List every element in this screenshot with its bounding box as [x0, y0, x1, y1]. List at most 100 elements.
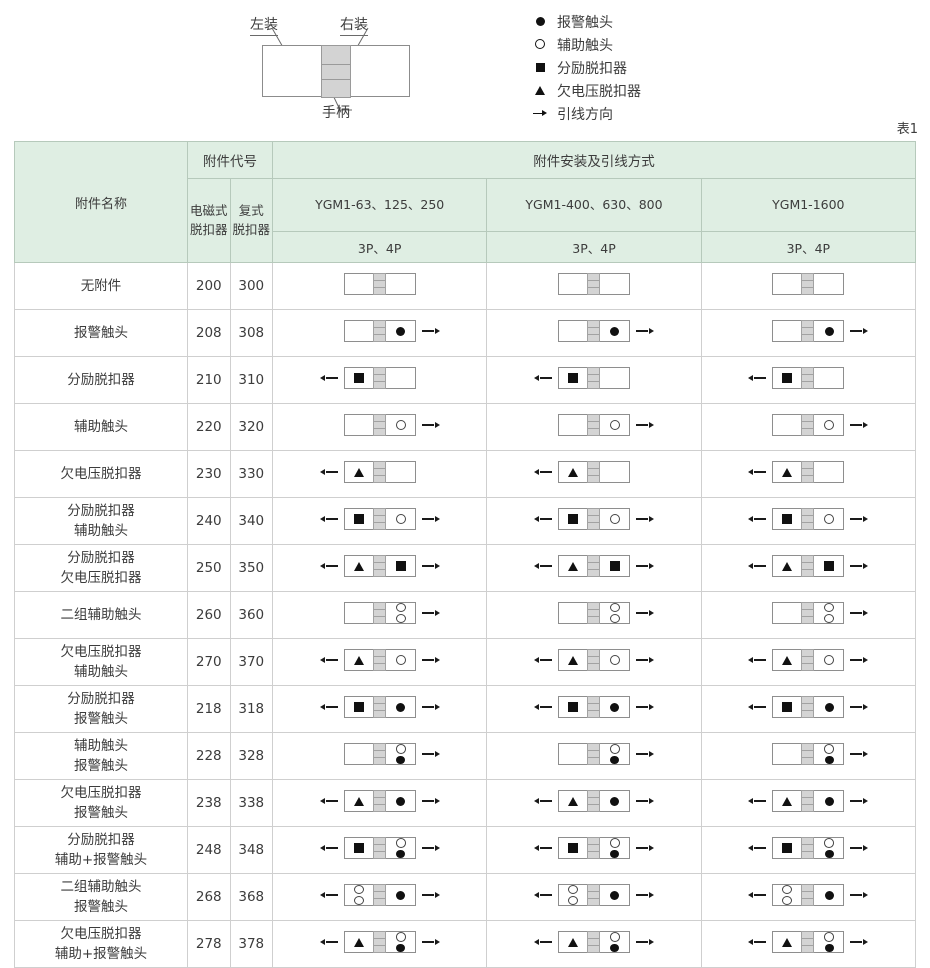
undervoltage-release-marker — [782, 467, 793, 477]
lead-arrow-right-icon — [850, 656, 869, 663]
undervoltage-release-marker — [353, 937, 364, 947]
breaker-body — [557, 696, 630, 718]
lead-arrow-right-icon — [635, 656, 654, 663]
undervoltage-release-marker — [782, 937, 793, 947]
handle-graphic — [372, 884, 386, 906]
auxiliary-contact-marker — [395, 932, 406, 942]
diagram-cell — [271, 497, 488, 545]
undervoltage-release-marker — [567, 655, 578, 665]
handle-graphic — [801, 790, 815, 812]
lead-arrow-right-icon — [421, 562, 440, 569]
legend-item: 欠电压脱扣器 — [530, 79, 641, 102]
header-model-2: YGM1-400、630、800 — [486, 178, 702, 232]
handle-graphic — [586, 367, 600, 389]
breaker-body — [772, 649, 845, 671]
auxiliary-contact-marker — [395, 603, 406, 612]
table-caption: 表1 — [896, 122, 918, 137]
lead-arrow-left-icon — [319, 703, 338, 710]
breaker-body — [772, 414, 845, 436]
compartment-left — [345, 462, 373, 482]
accessory-name-line: 报警触头 — [74, 711, 128, 727]
handle-graphic — [586, 508, 600, 530]
breaker-body — [557, 649, 630, 671]
arrow-icon — [530, 107, 550, 121]
compartment-left — [345, 650, 373, 670]
breaker-pictogram — [262, 45, 410, 98]
compartment-right — [815, 650, 843, 670]
breaker-body — [772, 555, 845, 577]
legend-item: 辅助触头 — [530, 33, 641, 56]
compartment-left — [773, 932, 801, 952]
breaker-body — [557, 414, 630, 436]
code-electromagnetic-cell: 210 — [187, 356, 231, 404]
diagram-cell — [700, 450, 917, 498]
lead-arrow-left-icon — [748, 938, 767, 945]
diagram-cell — [486, 309, 702, 357]
diagram-cell — [271, 779, 488, 827]
breaker-symbol — [746, 880, 870, 910]
compartment-left — [345, 885, 373, 905]
breaker-body — [772, 743, 845, 765]
handle-graphic — [372, 696, 386, 718]
compartment-right — [387, 415, 415, 435]
lead-arrow-left-icon — [533, 515, 552, 522]
shunt-release-marker — [782, 514, 793, 524]
header-accessory-name: 附件名称 — [14, 141, 188, 263]
handle-graphic — [801, 649, 815, 671]
compartment-right — [815, 885, 843, 905]
alarm-contact-marker — [610, 796, 620, 806]
compartment-left — [559, 556, 587, 576]
breaker-symbol — [318, 598, 442, 628]
auxiliary-contact-marker — [609, 655, 620, 665]
handle-graphic — [372, 602, 386, 624]
accessory-name-line: 辅助触头 — [74, 737, 128, 754]
compartment-left — [345, 744, 373, 764]
handle-graphic — [372, 837, 386, 859]
lead-arrow-right-icon — [421, 891, 440, 898]
breaker-body — [557, 320, 630, 342]
breaker-body — [772, 790, 845, 812]
diagram-cell — [486, 732, 702, 780]
header-poles-2: 3P、4P — [486, 231, 702, 263]
accessory-name-cell: 分励脱扣器 辅助触头 — [14, 497, 188, 545]
compartment-left — [773, 885, 801, 905]
diagram-cell — [271, 450, 488, 498]
breaker-body — [772, 367, 845, 389]
compartment-left — [345, 603, 373, 623]
handle-graphic — [372, 461, 386, 483]
code-electromagnetic-cell: 248 — [187, 826, 231, 874]
handle-graphic — [372, 367, 386, 389]
breaker-symbol — [532, 880, 656, 910]
breaker-body — [772, 602, 845, 624]
accessory-name-line: 报警触头 — [74, 758, 128, 774]
diagram-cell — [700, 685, 917, 733]
diagram-cell — [486, 591, 702, 639]
lead-arrow-left-icon — [533, 844, 552, 851]
alarm-contact-marker — [610, 849, 620, 858]
breaker-symbol — [532, 645, 656, 675]
auxiliary-contact-marker — [609, 420, 620, 430]
diagram-cell — [700, 591, 917, 639]
handle-graphic — [801, 414, 815, 436]
accessory-name-cell: 二组辅助触头 — [14, 591, 188, 639]
compartment-left — [345, 697, 373, 717]
diagram-cell — [271, 873, 488, 921]
compartment-right — [815, 368, 843, 388]
header-model-3: YGM1-1600 — [700, 178, 917, 232]
diagram-cell — [271, 403, 488, 451]
alarm-contact-marker — [824, 702, 834, 712]
auxiliary-contact-marker — [609, 614, 620, 623]
alarm-contact-marker — [396, 326, 406, 336]
handle-graphic — [586, 837, 600, 859]
breaker-symbol — [746, 457, 870, 487]
lead-arrow-left-icon — [748, 844, 767, 851]
breaker-symbol — [746, 692, 870, 722]
handle-graphic — [801, 461, 815, 483]
diagram-cell — [271, 591, 488, 639]
breaker-body — [772, 837, 845, 859]
accessory-name-line: 报警触头 — [74, 899, 128, 915]
code-electromagnetic-cell: 270 — [187, 638, 231, 686]
lead-arrow-right-icon — [421, 938, 440, 945]
legend-label: 辅助触头 — [557, 37, 613, 54]
compartment-left — [345, 321, 373, 341]
